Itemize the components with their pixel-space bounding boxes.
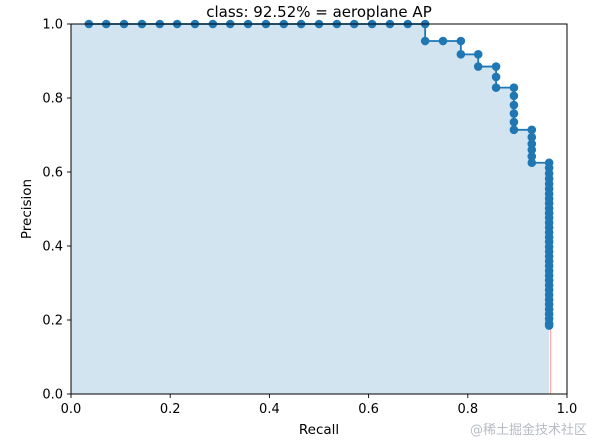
data-point (527, 152, 537, 161)
x-tick-label: 0.2 (160, 402, 181, 417)
x-axis-ticks: 0.0 0.2 0.4 0.6 0.8 1.0 (61, 394, 578, 417)
data-point (473, 62, 483, 71)
data-point (509, 100, 519, 110)
data-point (491, 72, 501, 82)
data-point (438, 36, 448, 46)
data-point (456, 36, 466, 46)
data-point (527, 139, 537, 149)
data-point (544, 321, 554, 330)
x-tick-label: 0.4 (259, 402, 280, 417)
y-tick-label: 1.0 (42, 18, 63, 33)
data-point (491, 62, 501, 71)
data-point (509, 109, 519, 118)
x-tick-label: 0.6 (358, 402, 379, 417)
data-point (509, 83, 519, 92)
x-tick-label: 1.0 (557, 402, 578, 417)
series-markers (84, 19, 554, 330)
y-tick-label: 0.6 (42, 166, 63, 181)
area-under-curve (71, 24, 550, 394)
watermark: @稀土掘金技术社区 (469, 423, 587, 438)
data-point (509, 91, 519, 101)
y-tick-label: 0.8 (42, 92, 63, 107)
data-point (527, 132, 537, 142)
data-point (456, 50, 466, 59)
data-point (527, 125, 537, 135)
y-tick-label: 0.2 (42, 314, 63, 329)
data-point (527, 158, 537, 168)
axes-frame (70, 23, 568, 395)
data-point (491, 83, 501, 92)
data-point (473, 50, 483, 59)
data-point (509, 117, 519, 127)
data-point (527, 145, 537, 155)
x-tick-label: 0.8 (457, 402, 478, 417)
y-axis-ticks: 0.0 0.2 0.4 0.6 0.8 1.0 (42, 18, 71, 403)
x-tick-label: 0.0 (61, 402, 82, 417)
y-axis-label: Precision (19, 179, 35, 239)
x-axis-label: Recall (299, 422, 339, 438)
plot-area (71, 19, 554, 394)
data-point (420, 36, 430, 46)
y-tick-label: 0.4 (42, 240, 63, 255)
y-tick-label: 0.0 (42, 388, 63, 403)
chart-title: class: 92.52% = aeroplane AP (206, 3, 431, 21)
data-point (509, 125, 519, 135)
